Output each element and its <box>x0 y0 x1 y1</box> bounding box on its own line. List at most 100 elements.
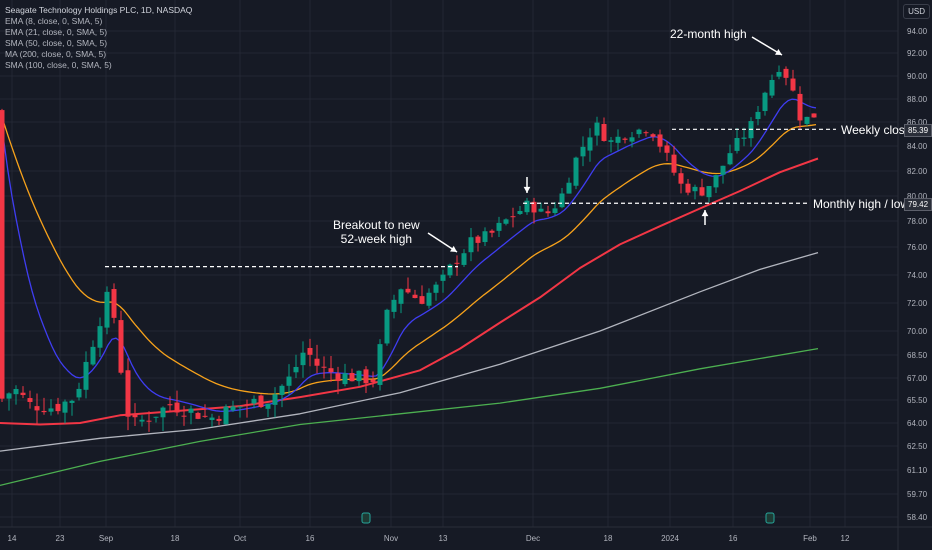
candle-body <box>55 403 61 412</box>
candle-body <box>776 71 782 77</box>
earnings-icon <box>765 512 775 524</box>
candle-body <box>321 366 327 368</box>
candle-body <box>62 401 68 413</box>
candle-body <box>797 93 803 121</box>
candle-body <box>349 373 355 382</box>
arrow-down-marker-head <box>523 186 531 193</box>
candle-body <box>90 346 96 365</box>
candle-body <box>552 208 558 214</box>
candle-body <box>419 296 425 304</box>
candle-body <box>657 134 663 147</box>
candle-body <box>587 137 593 151</box>
candle-body <box>622 138 628 140</box>
annotation-breakout-line2: 52-week high <box>340 232 413 246</box>
x-tick-label: Sep <box>99 534 114 543</box>
candle-body <box>608 140 614 142</box>
earnings-icon <box>361 512 371 524</box>
candle-body <box>496 222 502 231</box>
candle-body <box>13 388 19 395</box>
candle-body <box>174 402 180 413</box>
annotation-breakout: Breakout to new 52-week high <box>333 218 420 246</box>
x-tick-label: 18 <box>604 534 613 543</box>
candle-body <box>601 123 607 141</box>
candle-body <box>118 320 124 373</box>
candle-body <box>468 237 474 253</box>
candle-body <box>447 264 453 276</box>
x-tick-label: 16 <box>306 534 315 543</box>
candle-body <box>713 175 719 188</box>
currency-label[interactable]: USD <box>903 4 930 19</box>
candle-body <box>279 385 285 395</box>
candle-body <box>167 404 173 406</box>
annotation-weekly-close: Weekly close <box>841 123 912 137</box>
candle-body <box>69 400 75 403</box>
x-tick-label: Feb <box>803 534 817 543</box>
candle-body <box>594 122 600 136</box>
candle-body <box>433 284 439 293</box>
candle-body <box>636 129 642 135</box>
candle-body <box>202 415 208 417</box>
candle-body <box>0 110 5 399</box>
legend-sma50: SMA (50, close, 0, SMA, 5) <box>5 38 108 48</box>
y-tick-label: 59.70 <box>907 490 928 499</box>
x-tick-label: 23 <box>56 534 65 543</box>
legend-ema8: EMA (8, close, 0, SMA, 5) <box>5 16 103 26</box>
candle-body <box>720 165 726 175</box>
candle-body <box>559 193 565 208</box>
candle-body <box>265 403 271 409</box>
candle-body <box>398 289 404 304</box>
y-tick-label: 67.00 <box>907 374 928 383</box>
y-tick-label: 74.00 <box>907 271 928 280</box>
x-tick-label: 14 <box>8 534 17 543</box>
legend-sma100: SMA (100, close, 0, SMA, 5) <box>5 60 112 70</box>
candle-body <box>83 361 89 390</box>
sma100-line <box>0 251 819 452</box>
y-tick-label: 70.00 <box>907 327 928 336</box>
candle-body <box>223 406 229 425</box>
candle-body <box>251 398 257 404</box>
candle-body <box>545 211 551 214</box>
candle-body <box>531 201 537 213</box>
candle-body <box>6 393 12 399</box>
candle-body <box>391 299 397 312</box>
candle-body <box>790 78 796 91</box>
candle-body <box>363 369 369 384</box>
candle-body <box>216 418 222 421</box>
candle-body <box>412 294 418 299</box>
y-tick-label: 72.00 <box>907 299 928 308</box>
candle-body <box>104 291 110 328</box>
legend-ma200: MA (200, close, 0, SMA, 5) <box>5 49 107 59</box>
candle-body <box>580 146 586 157</box>
candle-body <box>615 136 621 143</box>
legend-ema21: EMA (21, close, 0, SMA, 5) <box>5 27 108 37</box>
candle-body <box>706 186 712 198</box>
candle-body <box>314 358 320 366</box>
candle-body <box>97 326 103 348</box>
candle-body <box>811 113 817 118</box>
candle-body <box>692 186 698 192</box>
candle-body <box>48 408 54 412</box>
candle-body <box>132 413 138 418</box>
candle-body <box>482 231 488 243</box>
chart-legend: Seagate Technology Holdings PLC, 1D, NAS… <box>5 5 192 71</box>
candle-body <box>734 138 740 151</box>
x-tick-label: Dec <box>526 534 540 543</box>
x-tick-label: Oct <box>234 534 247 543</box>
candle-body <box>699 187 705 196</box>
weekly-close-price-label: 85.39 <box>904 124 932 137</box>
sma50-line <box>0 157 819 426</box>
candle-body <box>356 370 362 382</box>
candle-body <box>258 395 264 408</box>
y-tick-label: 82.00 <box>907 167 928 176</box>
candle-body <box>384 309 390 344</box>
candle-body <box>188 408 194 413</box>
x-tick-label: 16 <box>729 534 738 543</box>
candle-body <box>769 79 775 96</box>
y-tick-label: 65.50 <box>907 396 928 405</box>
candle-body <box>328 368 334 373</box>
ema21-line <box>0 110 817 395</box>
candle-body <box>440 274 446 281</box>
candle-body <box>664 145 670 153</box>
arrow-22-month-high-head <box>775 48 782 55</box>
